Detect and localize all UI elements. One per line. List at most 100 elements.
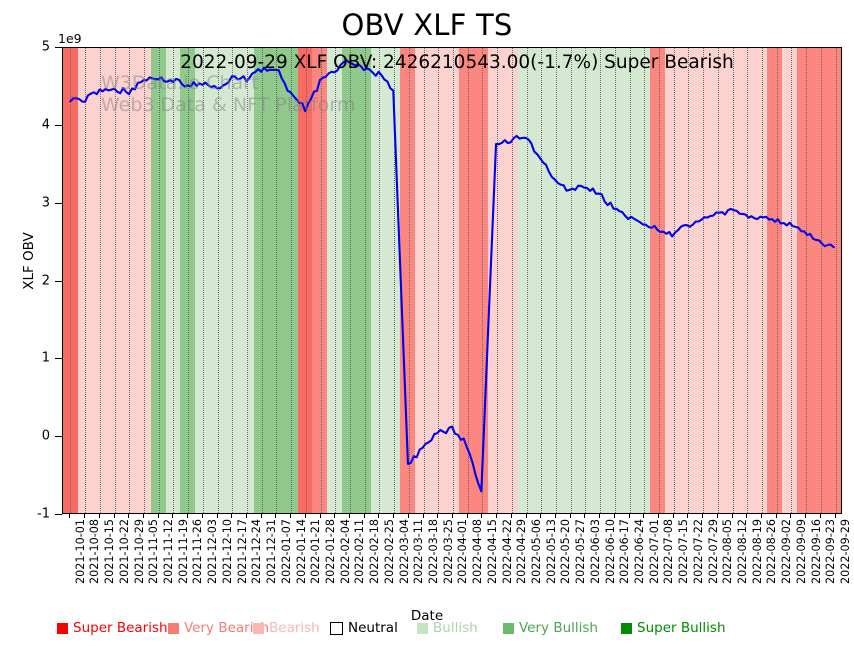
gridline-vertical [291, 48, 293, 513]
gridline-vertical [747, 48, 749, 513]
sentiment-band [664, 48, 680, 513]
x-tick-mark [716, 514, 718, 518]
x-tick-mark [245, 514, 247, 518]
y-tick-mark [55, 47, 62, 48]
x-tick-mark [834, 514, 836, 518]
sentiment-band [591, 48, 606, 513]
sentiment-band [312, 48, 328, 513]
x-tick-label: 2022-06-10 [603, 519, 617, 585]
y-axis-offset-label: 1e9 [58, 31, 82, 46]
gridline-layer [63, 48, 841, 513]
sentiment-band [708, 48, 724, 513]
sentiment-band [576, 48, 592, 513]
sentiment-band [547, 48, 562, 513]
gridline-vertical [541, 48, 543, 513]
legend-item[interactable]: Very Bearish [168, 620, 269, 636]
gridline-vertical [659, 48, 661, 513]
x-tick-mark [569, 514, 571, 518]
x-tick-mark [422, 514, 424, 518]
x-tick-mark [510, 514, 512, 518]
legend-swatch [57, 622, 68, 634]
x-tick-mark [69, 514, 71, 518]
legend-swatch [621, 622, 632, 634]
y-axis-label-wrap: XLF OBV [4, 232, 37, 290]
x-tick-label: 2021-11-05 [147, 519, 161, 585]
x-tick-mark [290, 514, 292, 518]
legend-item[interactable]: Bullish [417, 620, 478, 636]
x-tick-label: 2022-05-27 [574, 519, 588, 585]
x-tick-label: 2022-03-18 [426, 519, 440, 585]
legend-swatch [503, 622, 514, 634]
gridline-vertical [129, 48, 131, 513]
x-tick-mark [201, 514, 203, 518]
legend-item[interactable]: Super Bearish [57, 620, 168, 636]
sentiment-band [693, 48, 709, 513]
x-tick-mark [363, 514, 365, 518]
gridline-vertical [320, 48, 322, 513]
sentiment-band [165, 48, 181, 513]
legend-item[interactable]: Bearish [253, 620, 320, 636]
gridline-vertical [305, 48, 307, 513]
x-tick-label: 2021-12-17 [235, 519, 249, 585]
x-tick-label: 2022-07-01 [647, 519, 661, 585]
x-tick-mark [643, 514, 645, 518]
y-tick-mark [55, 280, 62, 282]
x-tick-mark [628, 514, 630, 518]
x-tick-mark [613, 514, 615, 518]
page-title: OBV XLF TS [341, 8, 513, 42]
x-tick-mark [231, 514, 233, 518]
x-tick-label: 2021-10-22 [117, 519, 131, 585]
legend-item[interactable]: Super Bullish [621, 620, 726, 636]
x-tick-label: 2022-08-19 [750, 519, 764, 585]
sentiment-band [503, 48, 518, 513]
sentiment-band [283, 48, 298, 513]
x-tick-mark [466, 514, 468, 518]
gridline-vertical [276, 48, 278, 513]
x-tick-mark [407, 514, 409, 518]
sentiment-band-layer [63, 48, 841, 513]
x-tick-label: 2022-06-24 [633, 519, 646, 585]
x-tick-label: 2022-04-01 [456, 519, 470, 585]
sentiment-band [151, 48, 166, 513]
x-tick-mark [672, 514, 674, 518]
x-tick-label: 2021-10-01 [73, 519, 87, 585]
x-tick-label: 2021-10-15 [103, 519, 117, 585]
gridline-vertical [438, 48, 440, 513]
sentiment-band [92, 48, 108, 513]
x-tick-label: 2022-03-11 [412, 519, 426, 585]
x-tick-mark [746, 514, 748, 518]
legend-swatch [253, 622, 264, 634]
legend-item[interactable]: Very Bullish [503, 620, 598, 636]
x-tick-label: 2021-12-10 [220, 519, 234, 585]
x-tick-label: 2021-11-19 [176, 519, 190, 585]
gridline-vertical [497, 48, 499, 513]
sentiment-band [459, 48, 474, 513]
gridline-vertical [423, 48, 425, 513]
gridline-vertical [806, 48, 808, 513]
x-tick-label: 2022-03-25 [441, 519, 455, 585]
x-tick-label: 2022-02-18 [368, 519, 382, 585]
sentiment-band [635, 48, 650, 513]
legend: Super Bearish Very Bearish Bearish Neutral B… [0, 620, 854, 642]
gridline-vertical [688, 48, 690, 513]
gridline-vertical [261, 48, 263, 513]
gridline-vertical [762, 48, 764, 513]
x-tick-label: 2021-12-03 [206, 519, 220, 585]
gridline-vertical [453, 48, 454, 513]
x-tick-mark [334, 514, 336, 518]
x-tick-mark [142, 514, 144, 518]
gridline-vertical [629, 48, 631, 513]
gridline-vertical [114, 48, 116, 513]
x-tick-label: 2022-09-02 [780, 519, 794, 585]
gridline-vertical [556, 48, 558, 513]
x-tick-mark [805, 514, 807, 518]
y-tick-label: 3 [41, 195, 50, 211]
legend-item[interactable]: Neutral [330, 620, 398, 636]
gridline-vertical [673, 48, 675, 513]
gridline-vertical [717, 48, 719, 513]
gridline-vertical [99, 48, 101, 513]
gridline-vertical [143, 48, 145, 513]
x-tick-label: 2021-11-12 [162, 519, 176, 585]
x-tick-label: 2022-04-08 [471, 519, 485, 585]
